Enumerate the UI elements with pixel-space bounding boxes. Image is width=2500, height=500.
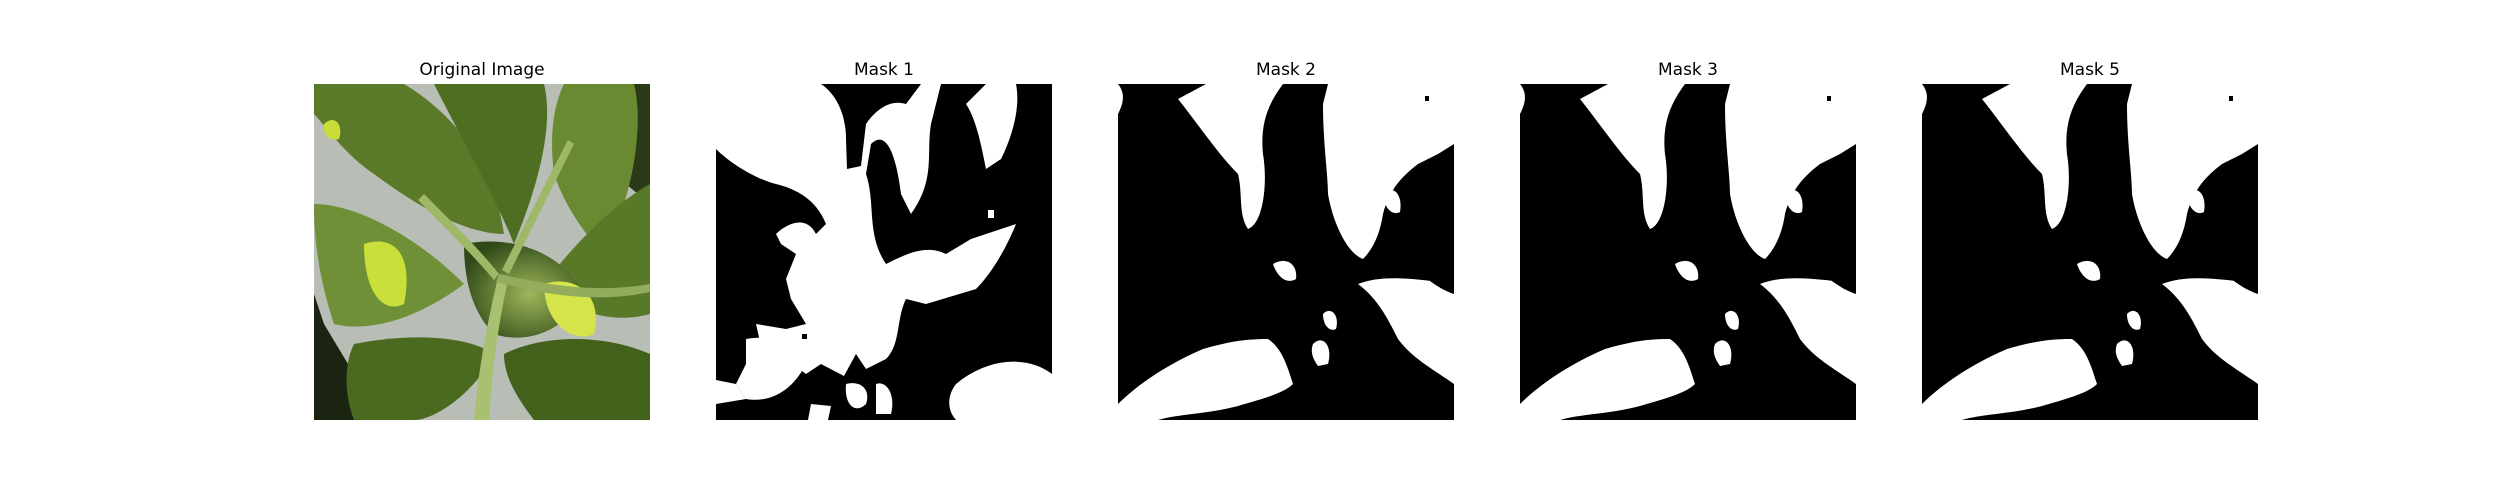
mask-5-title: Mask 5 [2059, 60, 2120, 80]
mask-5 [1922, 84, 2258, 420]
mask-2-title: Mask 2 [1255, 60, 1316, 80]
original-image-picture [314, 84, 650, 420]
original-image [314, 84, 650, 420]
mask-1 [716, 84, 1052, 420]
mask-3 [1520, 84, 1856, 420]
mask-1-title: Mask 1 [853, 60, 914, 80]
mask-1-image [716, 84, 1052, 420]
mask-3-image [1520, 84, 1856, 420]
original-image-title: Original Image [419, 60, 545, 80]
mask-5-image [1922, 84, 2258, 420]
mask-3-title: Mask 3 [1657, 60, 1718, 80]
mask-2 [1118, 84, 1454, 420]
mask-2-image [1118, 84, 1454, 420]
